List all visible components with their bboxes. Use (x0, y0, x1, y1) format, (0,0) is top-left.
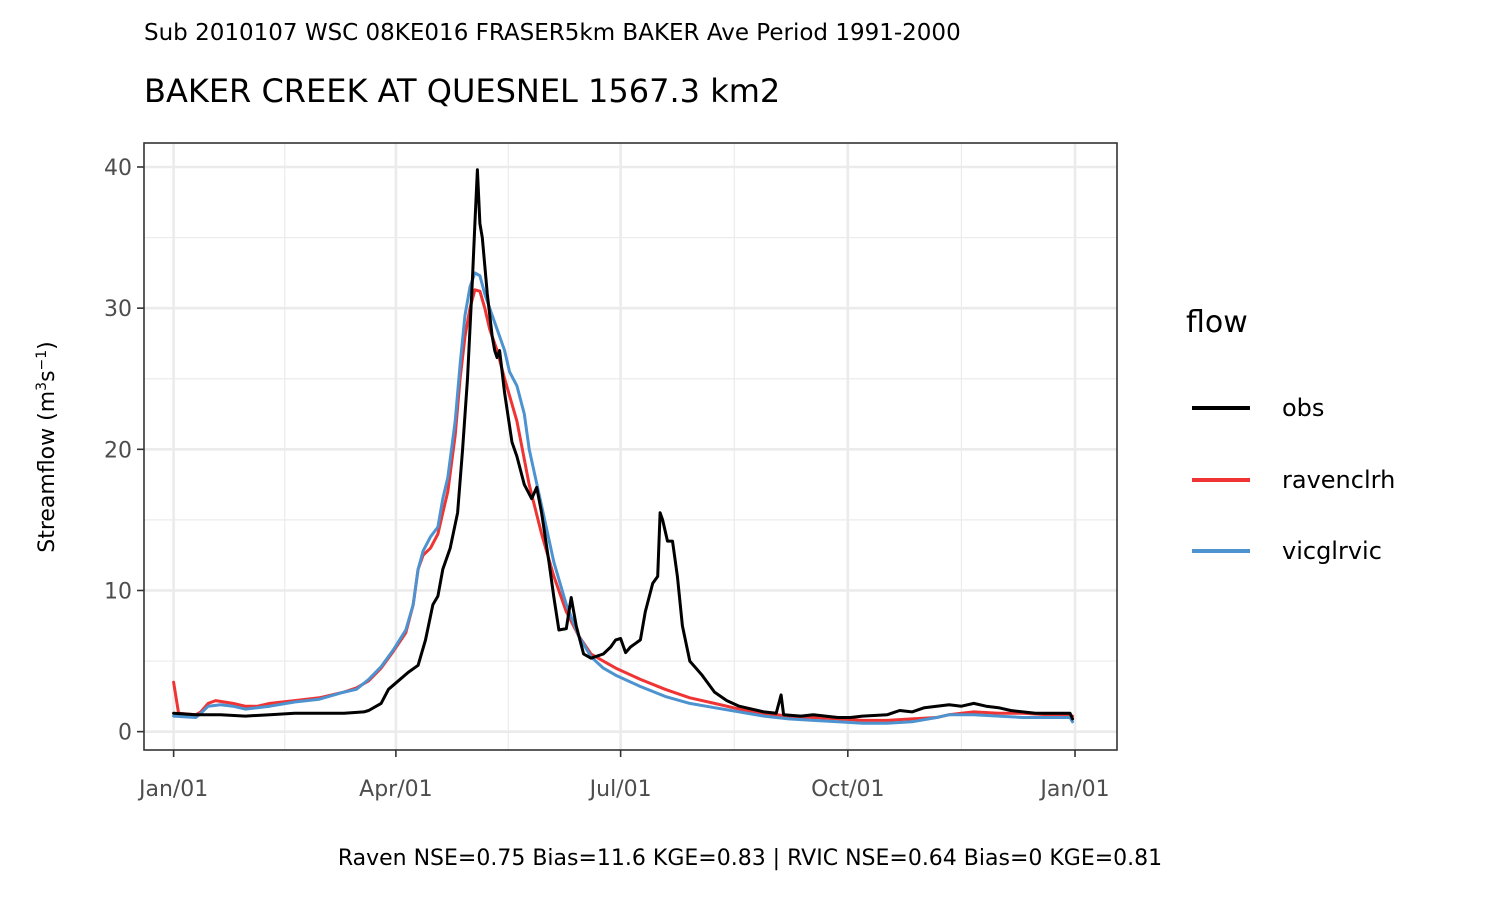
y-tick-label: 30 (104, 297, 132, 322)
y-tick-label: 10 (104, 579, 132, 604)
y-axis-label: Streamflow (m3s−1) (33, 341, 61, 553)
y-tick-label: 40 (104, 156, 132, 181)
series-line-obs (172, 168, 1074, 721)
legend-title: flow (1186, 305, 1248, 340)
x-tick-label: Jul/01 (588, 777, 652, 802)
x-tick-label: Oct/01 (811, 777, 884, 802)
x-tick-label: Jan/01 (137, 777, 208, 802)
model-stats-caption: Raven NSE=0.75 Bias=11.6 KGE=0.83 | RVIC… (337, 846, 1163, 871)
legend-item-vicglrvic: vicglrvic (1192, 531, 1382, 571)
legend-label-obs: obs (1282, 394, 1325, 422)
legend-item-obs: obs (1192, 388, 1324, 428)
x-tick-label: Jan/01 (1038, 777, 1109, 802)
y-tick-label: 0 (118, 721, 132, 746)
x-tick-label: Apr/01 (359, 777, 432, 802)
chart-subtitle: Sub 2010107 WSC 08KE016 FRASER5km BAKER … (144, 20, 961, 46)
legend-key-vicglrvic (1192, 549, 1250, 553)
legend-key-obs (1192, 406, 1250, 410)
chart-title: BAKER CREEK AT QUESNEL 1567.3 km2 (144, 72, 781, 110)
y-tick-label: 20 (104, 438, 132, 463)
legend-key-ravenclrh (1192, 478, 1250, 482)
series-line-vicglrvic (172, 271, 1074, 725)
legend-label-ravenclrh: ravenclrh (1282, 466, 1396, 494)
legend-label-vicglrvic: vicglrvic (1282, 537, 1382, 565)
legend-item-ravenclrh: ravenclrh (1192, 460, 1395, 500)
